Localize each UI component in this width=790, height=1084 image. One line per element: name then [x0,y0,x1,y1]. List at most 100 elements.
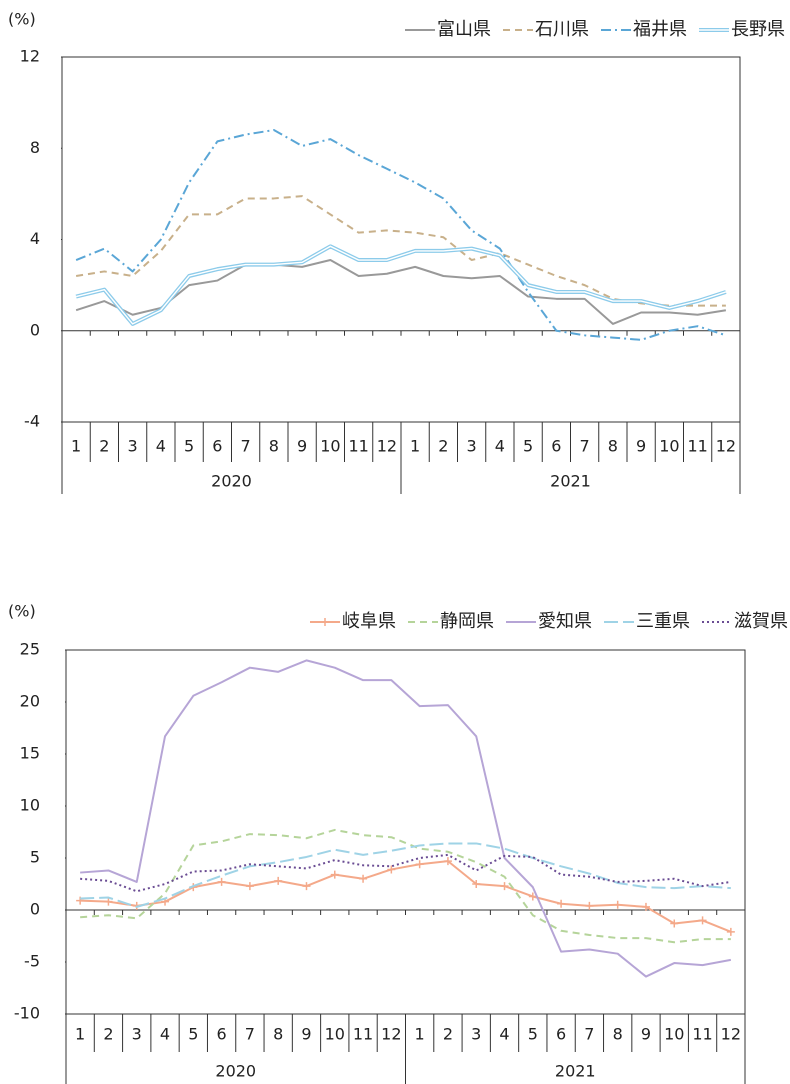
x-tick-label: 11 [353,1025,373,1044]
legend-label: 愛知県 [538,611,592,632]
point-marker [670,919,679,928]
y-tick-label: -5 [24,952,40,971]
x-tick-label: 6 [551,437,561,456]
y-tick-label: 15 [20,744,40,763]
x-tick-label: 9 [297,437,307,456]
point-marker [217,877,226,886]
x-tick-label: 5 [184,437,194,456]
series-line [80,828,731,944]
x-tick-label: 2 [438,437,448,456]
point-marker [557,899,566,908]
x-tick-label: 1 [410,437,420,456]
x-tick-label: 3 [128,437,138,456]
x-tick-label: 10 [325,1025,345,1044]
y-tick-label: 0 [30,320,40,339]
point-marker [443,857,452,866]
series-line [75,195,726,307]
point-marker [726,927,735,936]
point-marker [528,892,537,901]
x-tick-label: 6 [212,437,222,456]
x-tick-label: 4 [495,437,505,456]
year-label: 2021 [555,1062,596,1081]
x-tick-label: 7 [580,437,590,456]
x-tick-label: 1 [75,1025,85,1044]
legend-label: 石川県 [535,19,589,40]
point-marker [585,901,594,910]
x-tick-label: 9 [641,1025,651,1044]
x-tick-label: 2 [443,1025,453,1044]
year-label: 2020 [211,472,252,491]
y-tick-label: 0 [30,900,40,919]
x-tick-label: 4 [499,1025,509,1044]
year-label: 2020 [215,1062,256,1081]
x-tick-label: 1 [415,1025,425,1044]
x-tick-label: 5 [523,437,533,456]
x-tick-label: 8 [269,437,279,456]
y-tick-label: 5 [30,848,40,867]
x-tick-label: 4 [160,1025,170,1044]
x-tick-label: 6 [556,1025,566,1044]
point-marker [641,902,650,911]
point-marker [387,865,396,874]
x-tick-label: 11 [348,437,368,456]
series-line [80,659,732,978]
x-tick-label: 10 [664,1025,684,1044]
legend-label: 岐阜県 [342,611,396,632]
x-tick-label: 12 [721,1025,741,1044]
x-tick-label: 7 [584,1025,594,1044]
series-line-inner [75,245,727,325]
y-tick-label: 4 [30,229,40,248]
legend-label: 富山県 [437,19,491,40]
x-tick-label: 12 [377,437,397,456]
point-marker [104,897,113,906]
point-marker [274,876,283,885]
y-tick-label: -10 [14,1004,40,1023]
legend-marker [321,618,329,626]
series-line [75,129,727,341]
x-tick-label: 9 [636,437,646,456]
x-tick-label: 7 [245,1025,255,1044]
x-tick-label: 10 [320,437,340,456]
x-tick-label: 4 [156,437,166,456]
x-tick-label: 5 [188,1025,198,1044]
x-tick-label: 10 [659,437,679,456]
x-tick-label: 6 [217,1025,227,1044]
legend-label: 福井県 [633,19,687,40]
year-label: 2021 [550,472,591,491]
x-tick-label: 7 [241,437,251,456]
y-tick-label: -4 [24,412,40,431]
point-marker [359,874,368,883]
point-marker [500,882,509,891]
point-marker [302,882,311,891]
series-line [75,259,727,325]
y-tick-label: 12 [20,47,40,66]
point-marker [613,900,622,909]
point-marker [245,882,254,891]
point-marker [472,880,481,888]
x-tick-label: 8 [273,1025,283,1044]
x-tick-label: 12 [381,1025,401,1044]
x-tick-label: 8 [608,437,618,456]
point-marker [330,870,339,879]
x-tick-label: 3 [132,1025,142,1044]
legend-label: 静岡県 [440,611,494,632]
x-tick-label: 1 [71,437,81,456]
x-tick-label: 11 [687,437,707,456]
series-line [80,860,732,933]
x-tick-label: 2 [103,1025,113,1044]
x-tick-label: 2 [99,437,109,456]
y-tick-label: 25 [20,640,40,659]
legend-label: 長野県 [731,19,785,40]
y-tick-label: 10 [20,796,40,815]
x-tick-label: 3 [471,1025,481,1044]
point-marker [415,860,424,869]
x-tick-label: 5 [528,1025,538,1044]
y-axis-label: (%) [8,602,36,621]
plot-frame [61,56,741,423]
y-tick-label: 8 [30,138,40,157]
x-tick-label: 9 [301,1025,311,1044]
point-marker [698,916,707,925]
x-tick-label: 3 [467,437,477,456]
series-line [75,244,727,326]
